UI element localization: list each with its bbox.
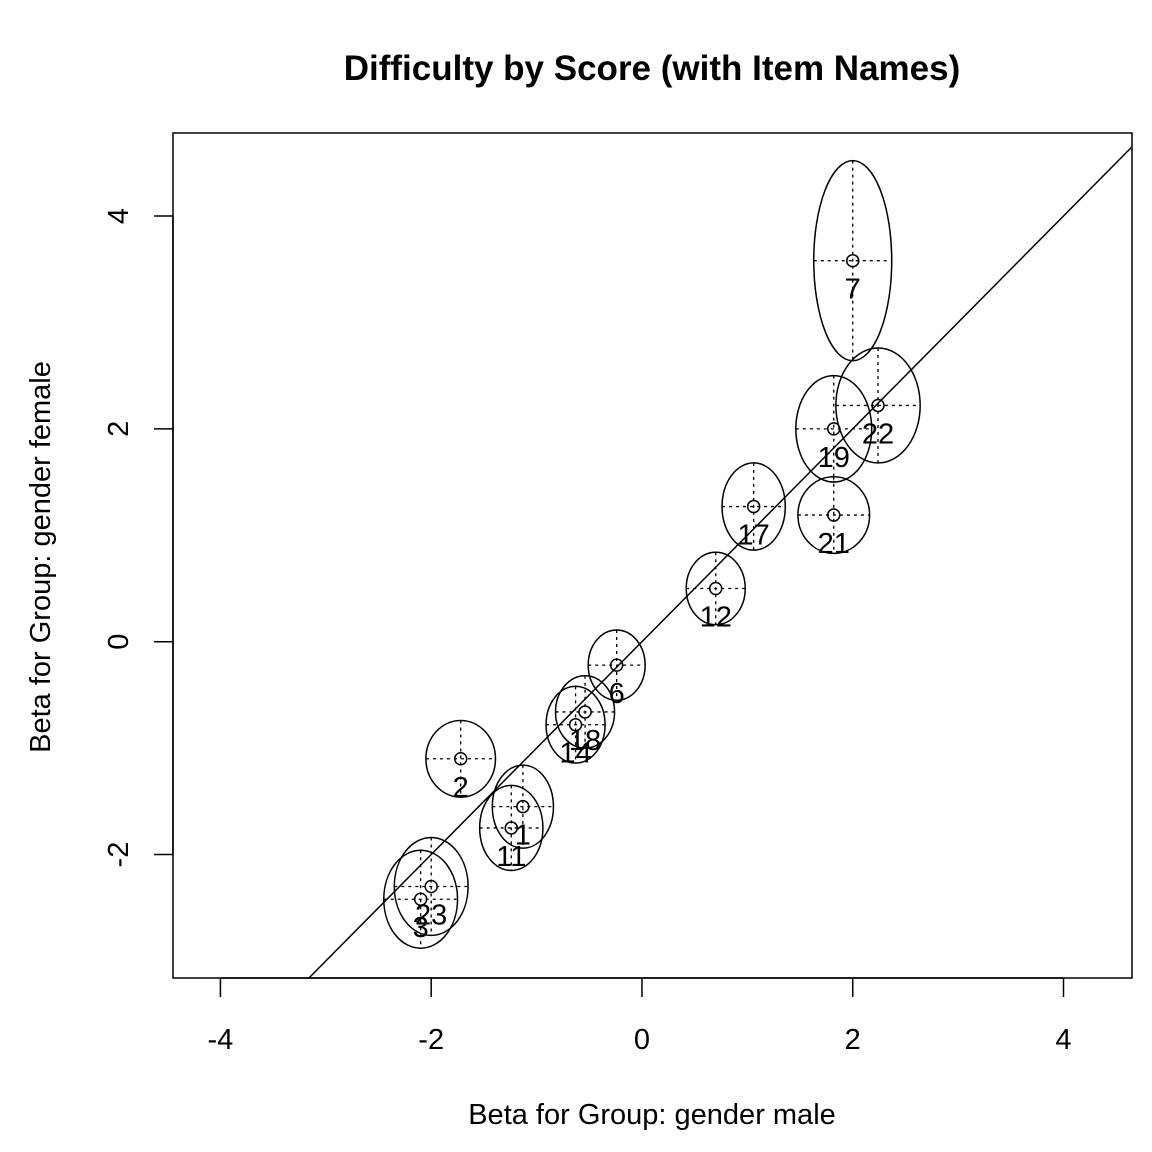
x-tick-label: -4 <box>208 1024 234 1056</box>
item-point <box>827 422 841 436</box>
item-12: 12 <box>685 551 746 633</box>
item-point <box>568 717 583 732</box>
item-point <box>746 499 761 514</box>
item-1: 1 <box>491 764 555 852</box>
item-point <box>845 253 860 268</box>
item-label: 14 <box>559 738 591 770</box>
item-22: 22 <box>835 347 921 464</box>
item-label: 22 <box>862 418 894 450</box>
item-point <box>413 892 428 906</box>
item-label: 11 <box>496 841 526 873</box>
item-label: 2 <box>453 772 469 804</box>
y-tick-label: 0 <box>103 634 135 650</box>
item-14: 14 <box>545 685 606 770</box>
x-tick-label: 0 <box>634 1024 650 1056</box>
item-label: 1 <box>515 820 531 852</box>
x-tick-label: -2 <box>418 1024 444 1056</box>
item-label: 6 <box>609 678 625 710</box>
item-label: 3 <box>413 912 429 944</box>
y-axis-label: Beta for Group: gender female <box>25 361 57 753</box>
item-point <box>827 508 841 522</box>
item-point <box>578 705 592 719</box>
item-point <box>871 398 885 413</box>
item-label: 21 <box>818 528 850 560</box>
chart-title: Difficulty by Score (with Item Names) <box>344 49 961 88</box>
item-point <box>453 752 468 766</box>
item-6: 6 <box>587 629 646 710</box>
item-point <box>504 821 519 835</box>
item-point <box>516 799 530 814</box>
item-2: 2 <box>425 719 497 804</box>
plot-frame <box>172 132 1133 979</box>
y-tick-label: -2 <box>103 842 135 868</box>
identity-line <box>307 145 1132 978</box>
x-tick-label: 4 <box>1055 1024 1071 1056</box>
item-21: 21 <box>797 475 871 560</box>
item-label: 19 <box>818 442 850 474</box>
item-point <box>708 581 723 596</box>
x-axis-label: Beta for Group: gender male <box>468 1099 836 1131</box>
item-label: 7 <box>845 274 861 306</box>
item-19: 19 <box>795 374 873 483</box>
y-tick-label: 4 <box>103 208 135 224</box>
item-11: 11 <box>478 784 544 873</box>
item-3: 3 <box>383 849 459 949</box>
item-7: 7 <box>812 159 893 362</box>
item-17: 17 <box>721 462 787 552</box>
y-tick-label: 2 <box>103 421 135 437</box>
item-label: 17 <box>738 520 770 552</box>
axes: -4 -2 0 2 4 -2 0 2 4 <box>103 208 1072 1056</box>
item-point <box>424 879 438 894</box>
x-tick-label: 2 <box>845 1024 861 1056</box>
item-label: 12 <box>700 601 732 633</box>
item-point <box>609 658 624 672</box>
